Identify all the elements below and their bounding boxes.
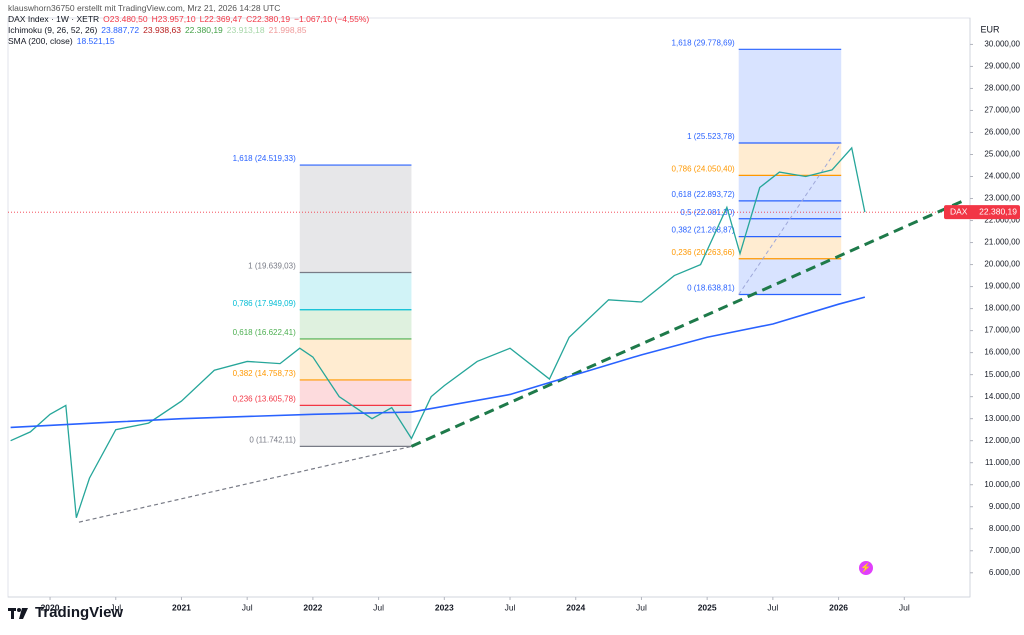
y-tick-label: 17.000,00 (984, 326, 1020, 335)
y-tick-label: 28.000,00 (984, 84, 1020, 93)
ichimoku-value: 23.887,72 (101, 25, 140, 35)
ichimoku-value: 22.380,19 (184, 25, 223, 35)
x-tick-label: 2025 (698, 602, 717, 612)
x-tick-label: 2021 (172, 602, 191, 612)
ichimoku-line: Ichimoku (9, 26, 52, 26) 23.887,72 23.938,… (8, 25, 310, 35)
author-line: klauswhorn36750 erstellt mit TradingView… (8, 3, 281, 13)
fib-band (738, 142, 842, 176)
y-tick-label: 9.000,00 (989, 502, 1021, 511)
sma-line: SMA (200, close) 18.521,15 (8, 36, 119, 46)
fib-band (738, 218, 842, 237)
y-tick-label: 23.000,00 (984, 194, 1020, 203)
y-tick-label: 26.000,00 (984, 128, 1020, 137)
x-tick-label: 2024 (566, 602, 585, 612)
fib-label: 0,618 (22.893,72) (672, 190, 735, 199)
sma-value: 18.521,15 (76, 36, 115, 46)
sma-title: SMA (200, close) (8, 36, 73, 46)
y-tick-label: 7.000,00 (989, 546, 1021, 555)
symbol-line: DAX Index · 1W · XETR O23.480,50 H23.957,1… (8, 14, 373, 24)
fib-label: 1,618 (29.778,69) (672, 38, 735, 47)
fib-label: 1,618 (24.519,33) (233, 154, 296, 163)
y-tick-label: 16.000,00 (984, 348, 1020, 357)
y-tick-label: 13.000,00 (984, 414, 1020, 423)
currency-label: EUR (980, 24, 1000, 34)
fib-label: 0 (18.638,81) (687, 284, 735, 293)
fib-band (738, 258, 842, 295)
fib-label: 0,786 (24.050,40) (672, 165, 735, 174)
ohlc-2: L22.369,47 (199, 14, 243, 24)
x-tick-label: 2026 (829, 602, 848, 612)
x-tick-label: Jul (767, 602, 778, 612)
fib-label: 0 (11.742,11) (249, 435, 296, 444)
trend-line (738, 142, 842, 295)
y-tick-label: 8.000,00 (989, 524, 1021, 533)
logo-icon (8, 607, 28, 619)
fib-band (299, 272, 412, 310)
fib-label: 0,786 (17.949,09) (233, 299, 296, 308)
x-tick-label: 2022 (303, 602, 322, 612)
fib-band (299, 338, 412, 380)
fib-band (738, 200, 842, 219)
ichimoku-value: 21.998,85 (268, 25, 307, 35)
fib-label: 1 (19.639,03) (248, 262, 296, 271)
fib-band (738, 49, 842, 143)
fib-label: 0,618 (16.622,41) (233, 328, 296, 337)
y-tick-label: 14.000,00 (984, 392, 1020, 401)
x-tick-label: 2020 (41, 602, 60, 612)
fib-label: 1 (25.523,78) (687, 132, 735, 141)
y-tick-label: 29.000,00 (984, 62, 1020, 71)
y-tick-label: 25.000,00 (984, 150, 1020, 159)
fib-label: 0,236 (20.263,66) (672, 248, 735, 257)
event-icon[interactable] (859, 561, 873, 575)
ohlc-1: H23.957,10 (151, 14, 196, 24)
price-line (10, 296, 866, 429)
y-tick-label: 24.000,00 (984, 172, 1020, 181)
trend-line (410, 199, 965, 448)
price-tag-value: 22.380,19 (979, 206, 1017, 216)
y-tick-label: 20.000,00 (984, 260, 1020, 269)
fib-band (299, 379, 412, 406)
ichimoku-value: 23.938,63 (143, 25, 181, 35)
x-tick-label: Jul (110, 602, 121, 612)
y-tick-label: 6.000,00 (989, 568, 1021, 577)
ohlc-3: C22.380,19 (246, 14, 291, 24)
y-tick-label: 12.000,00 (984, 436, 1020, 445)
footer-logo[interactable]: TradingView (8, 604, 123, 621)
trend-line (78, 445, 412, 523)
y-tick-label: 27.000,00 (984, 106, 1020, 115)
event-icon-glyph: ⚡ (860, 561, 871, 573)
ichimoku-title: Ichimoku (9, 26, 52, 26) (8, 25, 98, 35)
price-line (10, 146, 866, 518)
y-tick-label: 10.000,00 (984, 480, 1020, 489)
y-tick-label: 21.000,00 (984, 238, 1020, 247)
fib-label: 0,382 (14.758,73) (233, 369, 296, 378)
brand: TradingView (35, 604, 124, 621)
y-tick-label: 11.000,00 (985, 458, 1021, 467)
x-tick-label: Jul (636, 602, 647, 612)
x-tick-label: 2023 (435, 602, 454, 612)
x-tick-label: Jul (899, 602, 910, 612)
fib-band (738, 175, 842, 201)
y-tick-label: 22.000,00 (984, 216, 1020, 225)
fib-band (299, 309, 412, 339)
ohlc-change: −1.067,10 (−4,55%) (294, 14, 370, 24)
ohlc-0: O23.480,50 (103, 14, 148, 24)
symbol: DAX Index · 1W · XETR (8, 14, 100, 24)
y-tick-label: 19.000,00 (984, 282, 1020, 291)
y-tick-label: 15.000,00 (984, 370, 1020, 379)
fib-band (738, 236, 842, 259)
fib-label: 0,236 (13.605,78) (233, 394, 296, 403)
y-tick-label: 30.000,00 (984, 40, 1020, 49)
fib-band (299, 165, 412, 273)
price-tag-symbol: DAX (950, 206, 968, 216)
x-tick-label: Jul (242, 602, 253, 612)
ichimoku-value: 23.913,18 (226, 25, 265, 35)
y-tick-label: 18.000,00 (984, 304, 1020, 313)
price-tag-bg (944, 205, 1020, 220)
fib-label: 0,382 (21.268,87) (672, 226, 735, 235)
x-tick-label: Jul (373, 602, 384, 612)
x-tick-label: Jul (505, 602, 516, 612)
